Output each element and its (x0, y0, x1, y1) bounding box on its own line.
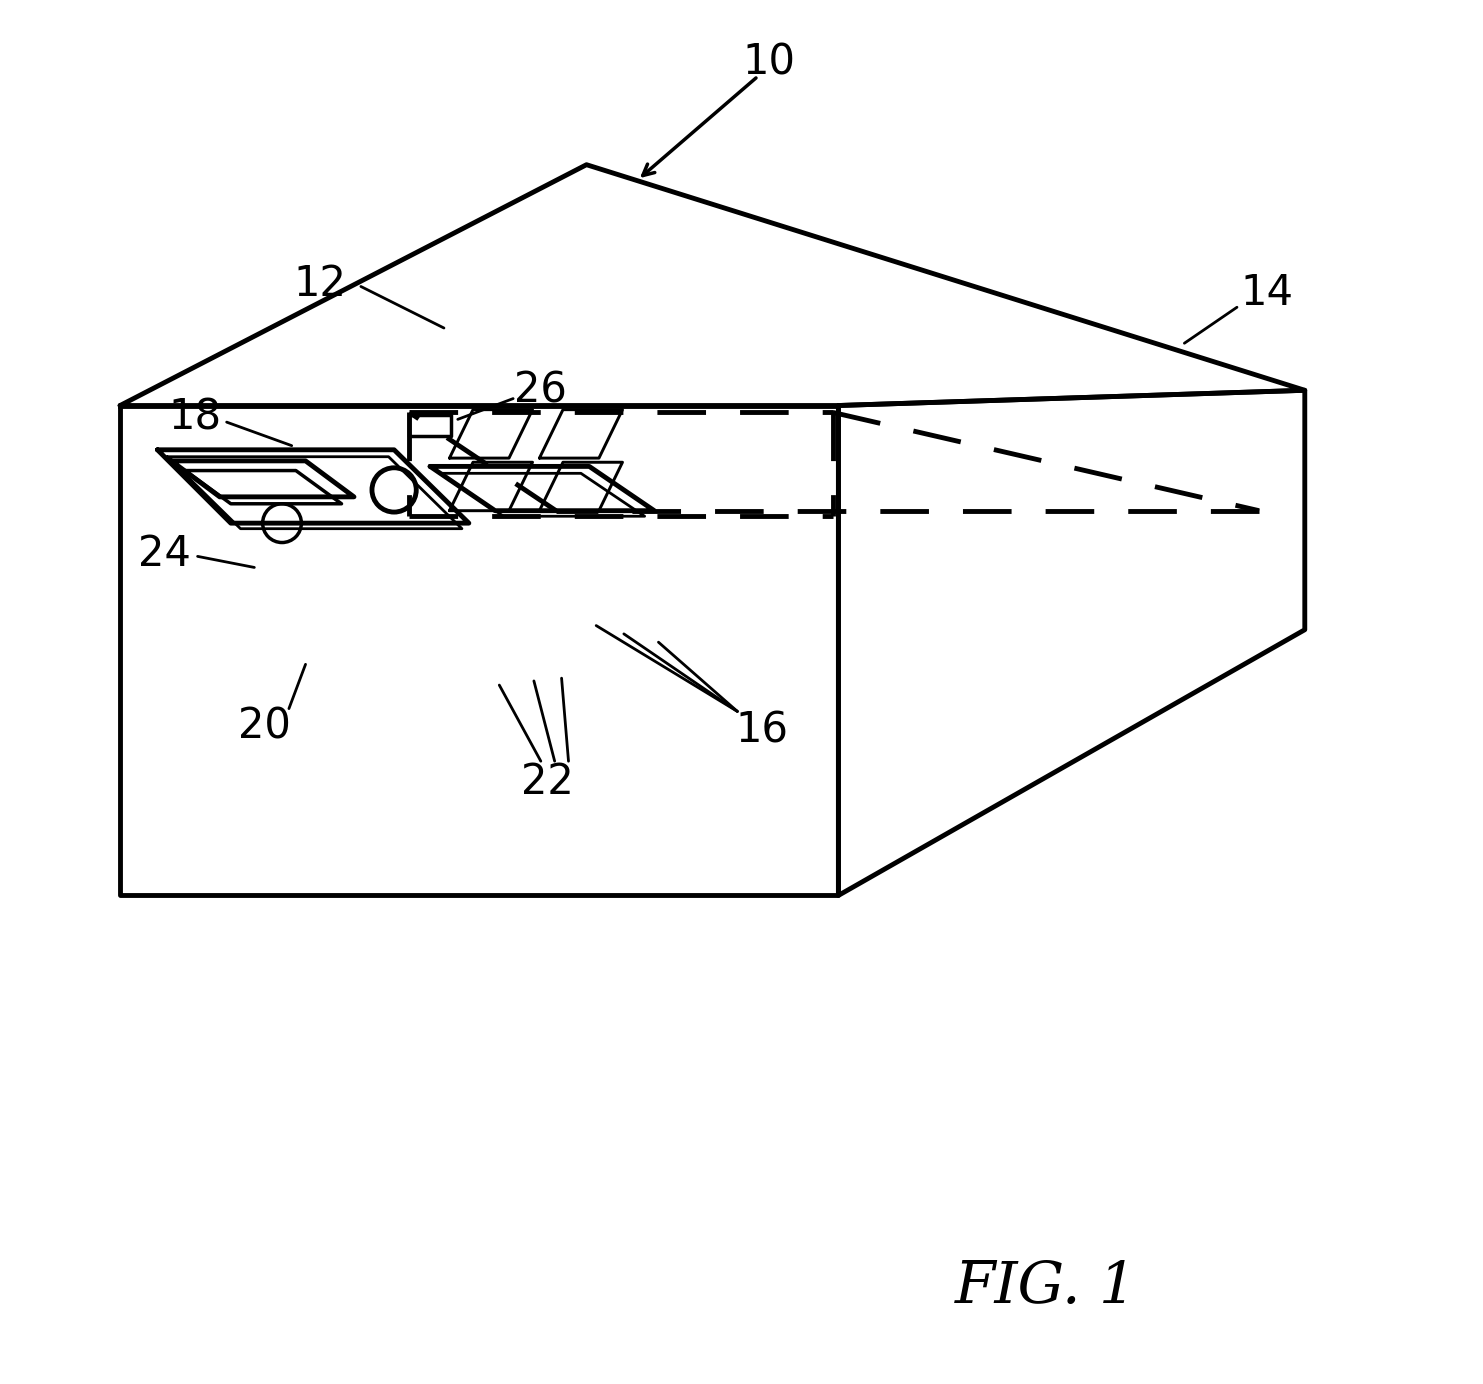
Text: 24: 24 (138, 533, 191, 574)
Text: 12: 12 (294, 263, 346, 304)
Text: 14: 14 (1241, 273, 1295, 314)
Text: 18: 18 (168, 397, 221, 439)
Text: 20: 20 (237, 706, 291, 747)
Text: 22: 22 (522, 761, 574, 803)
Text: 10: 10 (743, 42, 796, 83)
Text: FIG. 1: FIG. 1 (955, 1259, 1137, 1315)
Text: 16: 16 (736, 710, 789, 752)
Text: 26: 26 (515, 370, 568, 411)
